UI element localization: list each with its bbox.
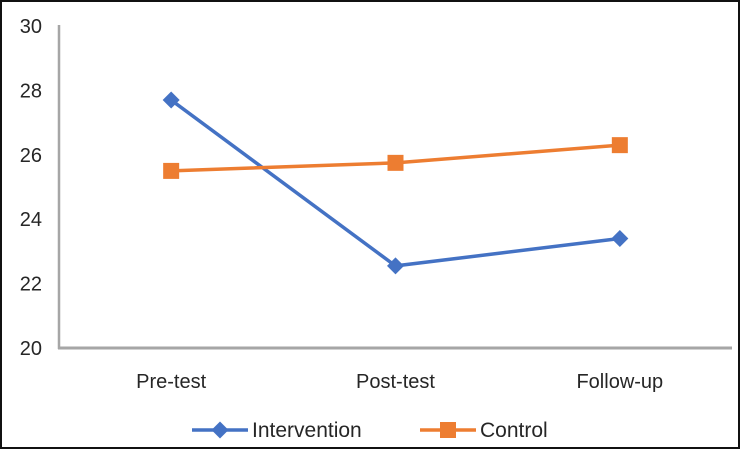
y-tick-label: 30 (20, 16, 42, 38)
series-layer (162, 91, 629, 275)
legend-item-intervention: Intervention (192, 419, 362, 442)
y-tick-label: 28 (20, 80, 42, 102)
y-tick-label: 24 (20, 209, 42, 231)
y-tick-label: 26 (20, 145, 42, 167)
legend-diamond-icon (211, 421, 229, 439)
x-category-label: Post-test (356, 371, 435, 393)
data-point-intervention (387, 257, 404, 275)
legend-item-control: Control (420, 419, 548, 442)
series-line-intervention (169, 98, 622, 268)
data-point-intervention (611, 230, 629, 248)
chart-legend: Intervention Control (192, 419, 548, 442)
legend-label-intervention: Intervention (252, 419, 362, 442)
y-tick-label: 22 (20, 274, 42, 296)
legend-square-icon (440, 422, 456, 438)
data-point-intervention (162, 91, 180, 109)
x-category-label: Follow-up (576, 371, 663, 393)
data-point-control (387, 154, 404, 171)
x-category-label: Pre-test (136, 371, 206, 393)
y-tick-label: 20 (20, 338, 42, 360)
axes-layer (57, 25, 732, 350)
data-point-control (611, 137, 628, 154)
labels-layer: 20 22 24 26 28 30 Pre-test Post-test Follow-up (20, 16, 663, 393)
data-point-control (163, 162, 180, 179)
legend-label-control: Control (480, 419, 548, 442)
